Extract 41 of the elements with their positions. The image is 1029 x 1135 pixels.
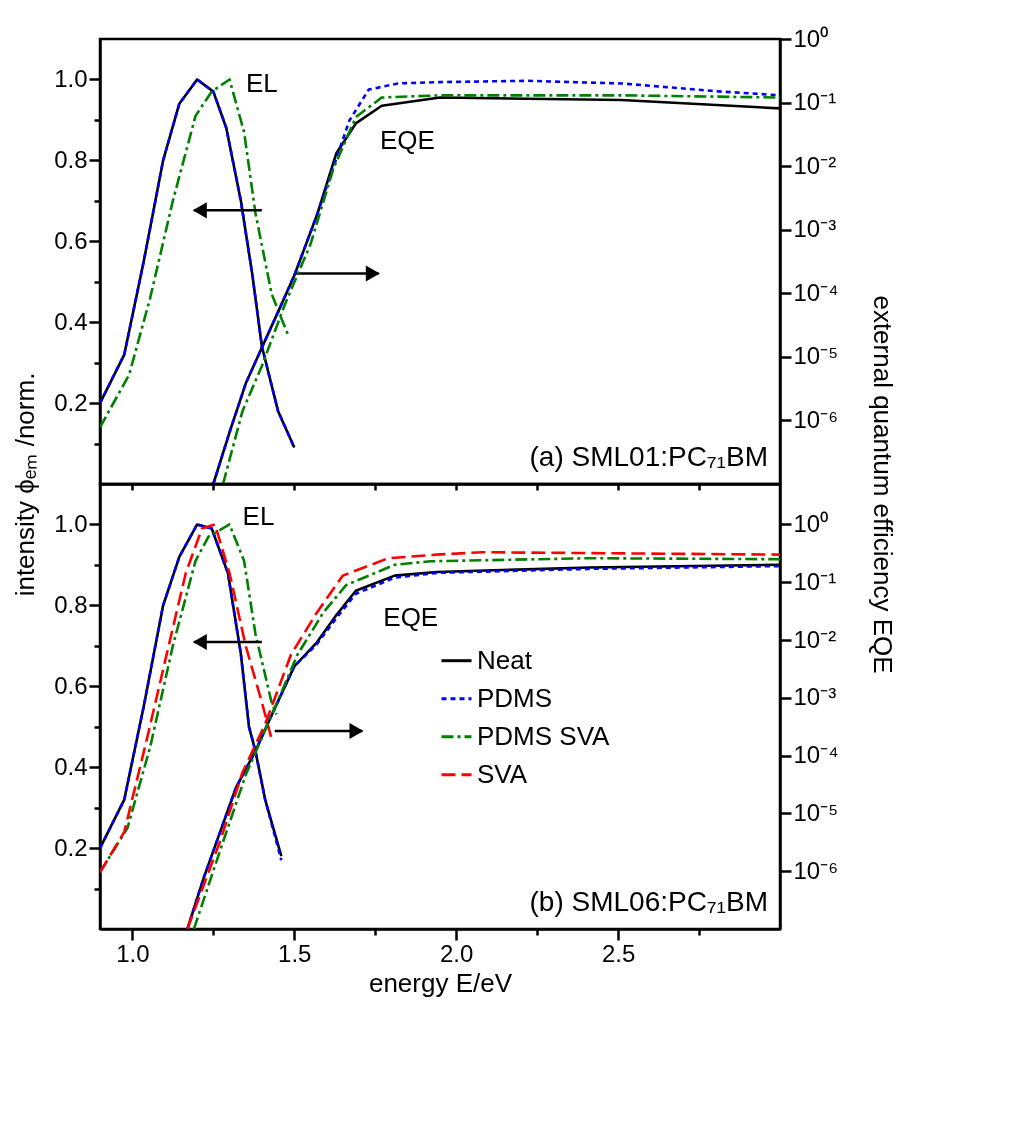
- y-tick-label: 0.2: [54, 833, 88, 861]
- y2-tick-label: 10⁻²: [793, 151, 837, 179]
- y2-tick-label: 10⁻³: [793, 215, 837, 243]
- y-tick-label: 0.6: [54, 671, 88, 699]
- y-tick-label: 0.2: [54, 388, 88, 416]
- y2-tick-label: 10⁰: [793, 24, 829, 52]
- x-tick-label: 1.0: [116, 939, 150, 967]
- x-tick-label: 1.5: [278, 939, 312, 967]
- y-tick-label: 1.0: [54, 509, 88, 537]
- x-axis-title: energy E/eV: [368, 967, 513, 998]
- y2-axis-title: external quantum efficiency EQE: [867, 295, 898, 674]
- y2-tick-label: 10⁰: [793, 509, 829, 537]
- annotation: EQE: [383, 601, 439, 632]
- annotation: (a) SML01:PC₇₁BM: [529, 441, 768, 472]
- y2-tick-label: 10⁻¹: [793, 567, 837, 595]
- y2-tick-label: 10⁻³: [793, 683, 837, 711]
- y2-tick-label: 10⁻⁶: [793, 856, 839, 884]
- annotation: EQE: [379, 125, 435, 156]
- annotation: (b) SML06:PC₇₁BM: [529, 886, 768, 917]
- y2-tick-label: 10⁻⁶: [793, 405, 839, 433]
- y-tick-label: 0.8: [54, 145, 88, 173]
- y-tick-label: 0.6: [54, 226, 88, 254]
- legend-label: PDMS SVA: [477, 720, 611, 751]
- legend-label: PDMS: [477, 682, 553, 713]
- y2-tick-label: 10⁻⁵: [793, 798, 839, 826]
- y2-tick-label: 10⁻²: [793, 625, 837, 653]
- y2-tick-label: 10⁻⁴: [793, 278, 839, 306]
- y-tick-label: 0.4: [54, 752, 88, 780]
- y-tick-label: 0.8: [54, 590, 88, 618]
- x-tick-label: 2.5: [601, 939, 636, 967]
- y-tick-label: 0.4: [54, 307, 88, 335]
- x-tick-label: 2.0: [440, 939, 474, 967]
- y2-tick-label: 10⁻⁵: [793, 342, 839, 370]
- y2-tick-label: 10⁻¹: [793, 88, 837, 116]
- y-tick-label: 1.0: [54, 64, 88, 92]
- annotation: EL: [242, 501, 275, 532]
- legend-label: SVA: [477, 758, 528, 789]
- annotation: EL: [245, 67, 278, 98]
- y-axis-title: intensity ϕₑₘ /norm.: [9, 372, 40, 597]
- y2-tick-label: 10⁻⁴: [793, 741, 839, 769]
- legend-label: Neat: [477, 644, 533, 675]
